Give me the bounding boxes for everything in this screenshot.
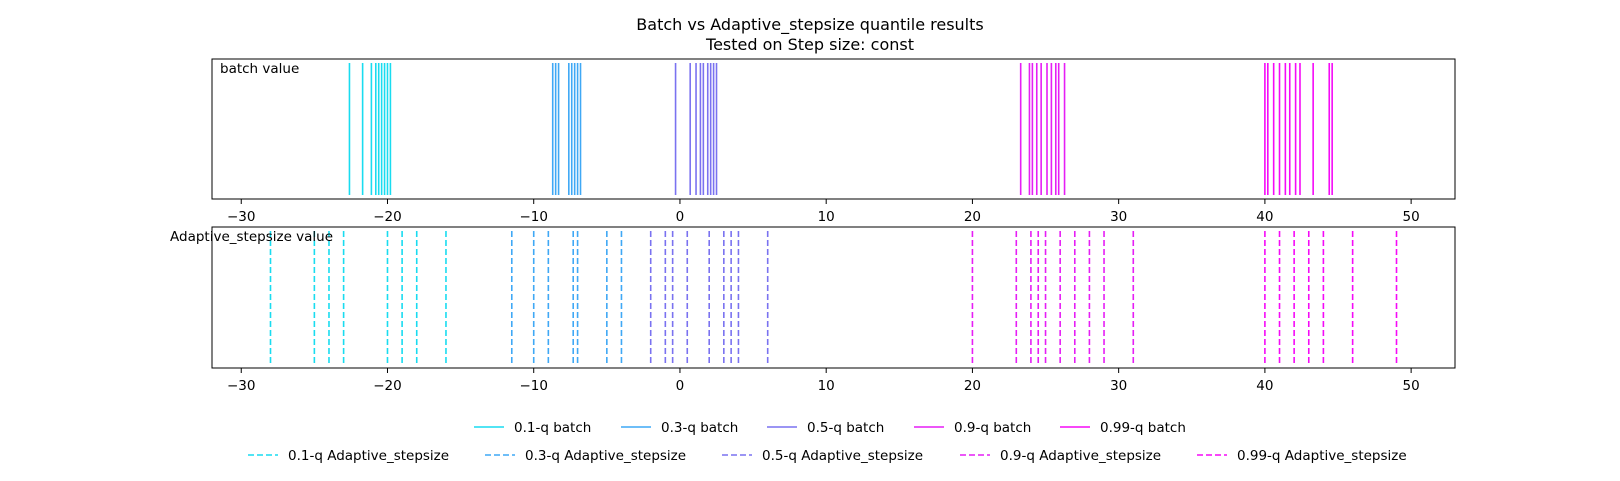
x-tick-label: 20 (964, 209, 981, 225)
legend-item: 0.99-q Adaptive_stepsize (1197, 448, 1407, 464)
x-tick-label: −10 (519, 378, 548, 394)
series-0-3-q-batch (551, 63, 582, 195)
x-tick-label: 30 (1110, 378, 1127, 394)
legend-item: 0.1-q Adaptive_stepsize (248, 448, 449, 464)
x-tick-label: 0 (676, 378, 685, 394)
chart-subtitle: Tested on Step size: const (705, 35, 914, 54)
plot-frame (211, 226, 1456, 369)
legend-label: 0.5-q batch (807, 420, 884, 436)
x-tick-label: −30 (227, 378, 256, 394)
series-0-9-q-batch (1019, 63, 1066, 195)
panel-label: batch value (220, 61, 299, 77)
batch-panel: −30 −20 −10 0 10 20 30 40 50 batch value (211, 58, 1456, 225)
legend-label: 0.99-q batch (1100, 420, 1186, 436)
x-tick-label: 40 (1256, 378, 1273, 394)
x-tick-label: −20 (373, 209, 402, 225)
legend-label: 0.1-q Adaptive_stepsize (288, 448, 449, 464)
legend-label: 0.3-q Adaptive_stepsize (525, 448, 686, 464)
legend-item: 0.1-q batch (474, 420, 591, 436)
legend-label: 0.1-q batch (514, 420, 591, 436)
series-0-99-q-batch (1264, 63, 1333, 195)
plot-frame (211, 58, 1456, 200)
legend-label: 0.9-q Adaptive_stepsize (1000, 448, 1161, 464)
x-tick-label: −30 (227, 209, 256, 225)
legend: 0.1-q batch 0.3-q batch 0.5-q batch 0.9-q b… (248, 420, 1407, 464)
x-tick-label: 0 (676, 209, 685, 225)
chart-title: Batch vs Adaptive_stepsize quantile resu… (636, 15, 983, 35)
x-tick-label: 10 (818, 209, 835, 225)
panel-label: Adaptive_stepsize value (170, 229, 333, 245)
x-tick-label: −10 (519, 209, 548, 225)
legend-item: 0.99-q batch (1060, 420, 1186, 436)
legend-label: 0.3-q batch (661, 420, 738, 436)
x-tick-label: 50 (1403, 209, 1420, 225)
series-0-3-q-adaptive-stepsize (510, 231, 623, 364)
series-0-9-q-adaptive-stepsize (971, 231, 1135, 364)
legend-item: 0.9-q Adaptive_stepsize (960, 448, 1161, 464)
series-0-1-q-batch (348, 63, 392, 195)
x-tick-label: 20 (964, 378, 981, 394)
legend-item: 0.3-q Adaptive_stepsize (485, 448, 686, 464)
x-tick-label: 30 (1110, 209, 1127, 225)
series-0-1-q-adaptive-stepsize (269, 231, 447, 364)
series-0-99-q-adaptive-stepsize (1264, 231, 1398, 364)
x-tick-label: 10 (818, 378, 835, 394)
legend-item: 0.9-q batch (914, 420, 1031, 436)
x-tick-label: 50 (1403, 378, 1420, 394)
legend-label: 0.5-q Adaptive_stepsize (762, 448, 923, 464)
legend-label: 0.9-q batch (954, 420, 1031, 436)
adaptive-stepsize-panel: −30 −20 −10 0 10 20 30 40 50 Adaptive_stepsize va… (170, 226, 1456, 394)
x-tick-label: −20 (373, 378, 402, 394)
series-0-5-q-batch (674, 63, 718, 195)
x-tick-label: 40 (1256, 209, 1273, 225)
legend-label: 0.99-q Adaptive_stepsize (1237, 448, 1407, 464)
series-0-5-q-adaptive-stepsize (649, 231, 769, 364)
legend-item: 0.5-q Adaptive_stepsize (722, 448, 923, 464)
legend-item: 0.3-q batch (621, 420, 738, 436)
legend-item: 0.5-q batch (767, 420, 884, 436)
